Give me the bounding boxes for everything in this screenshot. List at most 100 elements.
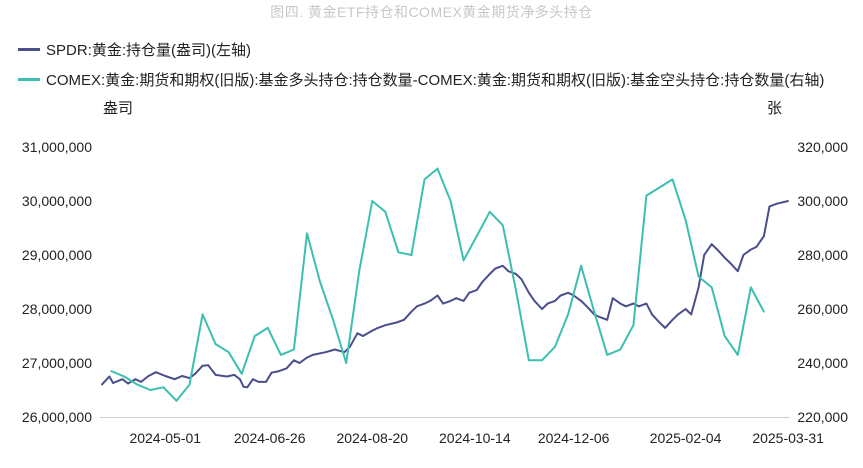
y-right-tick-label: 320,000 bbox=[797, 139, 848, 155]
data-point-comex bbox=[384, 210, 387, 213]
data-point-comex bbox=[697, 275, 700, 278]
data-point-comex bbox=[266, 327, 269, 329]
data-point-spdr bbox=[134, 378, 137, 381]
data-point-comex bbox=[684, 219, 687, 221]
data-point-comex bbox=[397, 251, 400, 254]
data-point-comex bbox=[658, 186, 661, 189]
data-point-spdr bbox=[265, 381, 267, 383]
data-point-comex bbox=[253, 335, 256, 337]
data-point-spdr bbox=[233, 374, 236, 376]
data-point-comex bbox=[136, 383, 139, 386]
data-point-spdr bbox=[147, 375, 150, 377]
x-tick-label: 2024-05-01 bbox=[129, 430, 201, 446]
data-point-comex bbox=[554, 345, 556, 348]
data-point-spdr bbox=[155, 371, 157, 374]
data-point-comex bbox=[110, 370, 113, 372]
data-point-comex bbox=[371, 200, 374, 202]
data-point-spdr bbox=[598, 316, 601, 318]
data-point-spdr bbox=[619, 302, 622, 305]
data-point-spdr bbox=[181, 375, 184, 377]
data-point-comex bbox=[710, 286, 713, 289]
data-point-spdr bbox=[285, 367, 288, 370]
data-point-comex bbox=[201, 313, 204, 316]
data-point-spdr bbox=[768, 205, 771, 208]
data-point-spdr bbox=[201, 364, 204, 367]
data-point-spdr bbox=[763, 235, 765, 238]
data-point-comex bbox=[306, 232, 308, 235]
data-point-spdr bbox=[270, 371, 273, 374]
data-point-spdr bbox=[194, 372, 197, 375]
legend-label-spdr: SPDR:黄金:持仓量(盎司)(左轴) bbox=[46, 41, 251, 59]
data-point-spdr bbox=[475, 289, 478, 291]
data-point-spdr bbox=[403, 318, 405, 321]
data-point-spdr bbox=[749, 248, 752, 251]
data-point-spdr bbox=[416, 305, 418, 308]
x-tick-label: 2025-02-04 bbox=[650, 430, 722, 446]
data-point-spdr bbox=[242, 385, 245, 388]
data-point-spdr bbox=[606, 318, 609, 321]
data-point-spdr bbox=[429, 300, 431, 302]
data-point-comex bbox=[749, 286, 752, 289]
data-point-spdr bbox=[546, 302, 549, 305]
data-point-spdr bbox=[507, 270, 510, 273]
data-point-comex bbox=[593, 310, 596, 313]
data-point-spdr bbox=[671, 318, 674, 321]
right-axis-unit: 张 bbox=[767, 100, 783, 117]
legend-item-spdr: SPDR:黄金:持仓量(盎司)(左轴) bbox=[18, 34, 824, 64]
data-point-comex bbox=[319, 281, 321, 283]
data-point-comex bbox=[149, 389, 152, 391]
data-point-spdr bbox=[611, 297, 614, 300]
data-point-comex bbox=[188, 383, 191, 386]
data-point-spdr bbox=[481, 281, 484, 283]
data-point-spdr bbox=[677, 313, 679, 316]
y-right-tick-label: 280,000 bbox=[797, 247, 848, 263]
data-point-spdr bbox=[697, 286, 700, 289]
data-point-spdr bbox=[164, 375, 167, 377]
data-point-spdr bbox=[625, 305, 627, 308]
chart-legend: SPDR:黄金:持仓量(盎司)(左轴) COMEX:黄金:期货和期权(旧版):基… bbox=[18, 34, 824, 94]
data-point-comex bbox=[423, 178, 426, 181]
data-point-comex bbox=[645, 194, 648, 197]
data-point-comex bbox=[240, 372, 243, 375]
data-point-comex bbox=[462, 259, 465, 262]
data-point-spdr bbox=[311, 354, 314, 356]
data-point-spdr bbox=[488, 273, 491, 275]
data-point-comex bbox=[528, 359, 530, 362]
legend-label-comex: COMEX:黄金:期货和期权(旧版):基金多头持仓:持仓数量-COMEX:黄金:… bbox=[46, 71, 825, 89]
y-left-tick-label: 31,000,000 bbox=[22, 139, 92, 155]
x-tick-label: 2025-03-31 bbox=[752, 430, 824, 446]
data-point-spdr bbox=[520, 278, 523, 281]
data-point-spdr bbox=[112, 382, 114, 384]
data-point-comex bbox=[632, 324, 635, 327]
data-point-spdr bbox=[257, 381, 260, 383]
data-point-spdr bbox=[645, 302, 648, 305]
data-point-comex bbox=[619, 348, 622, 351]
data-point-spdr bbox=[742, 254, 745, 256]
data-point-comex bbox=[227, 351, 230, 354]
data-point-spdr bbox=[436, 294, 439, 297]
y-left-tick-label: 26,000,000 bbox=[22, 409, 92, 425]
data-point-comex bbox=[671, 178, 674, 181]
data-point-spdr bbox=[214, 374, 217, 376]
y-right-tick-label: 220,000 bbox=[797, 409, 848, 425]
data-point-spdr bbox=[449, 300, 452, 302]
data-point-spdr bbox=[638, 305, 640, 308]
data-point-spdr bbox=[462, 300, 465, 302]
data-point-spdr bbox=[395, 321, 398, 324]
data-point-spdr bbox=[528, 291, 530, 294]
data-point-comex bbox=[763, 310, 765, 313]
data-point-comex bbox=[723, 335, 726, 337]
data-point-spdr bbox=[324, 351, 327, 354]
y-right-tick-label: 240,000 bbox=[797, 355, 848, 371]
data-point-comex bbox=[345, 362, 348, 364]
y-left-tick-label: 28,000,000 bbox=[22, 301, 92, 317]
data-point-spdr bbox=[658, 321, 661, 324]
data-point-spdr bbox=[121, 378, 124, 381]
data-point-spdr bbox=[298, 362, 301, 364]
data-point-spdr bbox=[101, 383, 103, 386]
y-right-tick-label: 260,000 bbox=[797, 301, 848, 317]
data-point-comex bbox=[280, 354, 282, 356]
data-point-comex bbox=[410, 254, 413, 256]
data-point-spdr bbox=[651, 313, 653, 316]
